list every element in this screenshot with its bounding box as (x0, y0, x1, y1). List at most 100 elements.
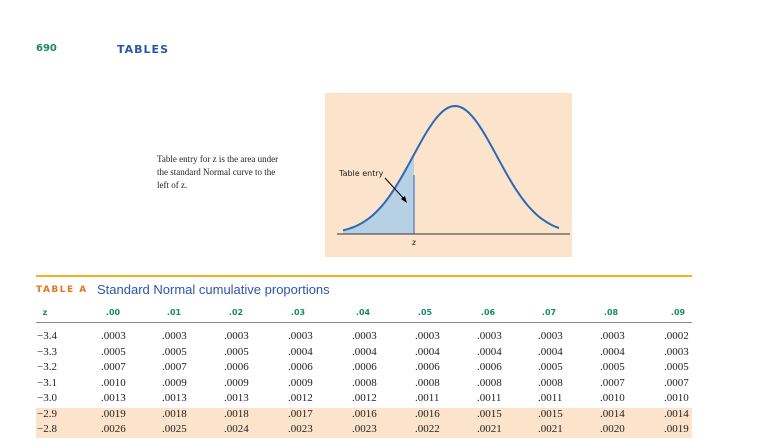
table-cell: .0013 (101, 392, 126, 404)
table-cell: .0005 (162, 345, 187, 358)
table-cell: .0019 (101, 407, 126, 420)
table-cell: .0004 (538, 345, 563, 358)
table-cell: .0014 (664, 407, 689, 420)
table-cell: .0013 (162, 392, 187, 404)
table-cell: .0003 (415, 330, 440, 342)
table-cell: .0010 (101, 376, 126, 389)
arrow (384, 177, 406, 201)
table-cell: .0003 (224, 330, 249, 342)
table-cell: .0003 (352, 330, 377, 342)
table-cell: .0015 (477, 407, 502, 420)
column-header: .02 (228, 308, 244, 317)
z-value: −2.8 (37, 423, 57, 435)
table-cell: .0014 (600, 407, 625, 420)
z-value: −3.0 (37, 392, 57, 404)
z-value: −3.2 (37, 361, 57, 373)
table-cell: .0010 (664, 392, 689, 404)
table-cell: .0021 (477, 423, 502, 435)
table-cell: .0008 (477, 376, 502, 389)
normal-figure: Table entry z (325, 93, 572, 257)
row-highlight (36, 423, 692, 438)
table-cell: .0008 (415, 376, 440, 389)
table-cell: .0009 (162, 376, 187, 389)
caption: left of z. (157, 180, 188, 190)
table-label: TABLE A (36, 285, 88, 295)
column-header: .03 (290, 308, 306, 317)
table-cell: .0006 (352, 361, 377, 373)
table-cell: .0004 (477, 345, 502, 358)
table-cell: .0003 (538, 330, 563, 342)
arrow-head (401, 196, 407, 203)
table-cell: .0011 (415, 392, 440, 404)
table-cell: .0004 (600, 345, 625, 358)
header-rule (36, 322, 692, 323)
table-cell: .0005 (600, 361, 625, 373)
column-header: .00 (105, 308, 121, 317)
z-label: z (411, 238, 417, 247)
table-cell: .0018 (224, 407, 249, 420)
table-cell: .0005 (224, 345, 249, 358)
table-cell: .0006 (224, 361, 249, 373)
table-cell: .0010 (600, 392, 625, 404)
table-cell: .0004 (415, 345, 440, 358)
table-cell: .0013 (224, 392, 249, 404)
table-cell: .0004 (352, 345, 377, 358)
table-cell: .0003 (477, 330, 502, 342)
table-cell: .0002 (664, 330, 689, 342)
table-cell: .0005 (664, 361, 689, 373)
table-cell: .0017 (288, 407, 313, 420)
z-value: −3.4 (37, 330, 57, 342)
table-cell: .0003 (101, 330, 126, 342)
page-number: 690 (36, 43, 57, 54)
table-cell: .0006 (477, 361, 502, 373)
table-cell: .0007 (101, 361, 126, 373)
table-cell: .0025 (162, 423, 187, 435)
column-header: .07 (541, 308, 557, 317)
z-value: −2.9 (37, 407, 57, 420)
table-cell: .0023 (352, 423, 377, 435)
table-cell: .0008 (352, 376, 377, 389)
table-cell: .0024 (224, 423, 249, 435)
table-cell: .0020 (600, 423, 625, 435)
table-cell: .0005 (101, 345, 126, 358)
shaded-area (343, 154, 414, 234)
rule (36, 275, 692, 277)
table-title: Standard Normal cumulative proportions (97, 282, 330, 297)
figure-label: Table entry (338, 169, 384, 178)
table-cell: .0004 (288, 345, 313, 358)
table-cell: .0015 (538, 407, 563, 420)
caption: Table entry for z is the area under (157, 154, 279, 164)
column-header: .05 (417, 308, 433, 317)
table-cell: .0016 (415, 407, 440, 420)
table-cell: .0011 (477, 392, 502, 404)
table-cell: .0003 (664, 345, 689, 358)
column-header: .01 (166, 308, 182, 317)
table-cell: .0006 (288, 361, 313, 373)
table-cell: .0021 (538, 423, 563, 435)
table-cell: .0007 (664, 376, 689, 389)
table-cell: .0022 (415, 423, 440, 435)
column-header: .06 (480, 308, 496, 317)
table-cell: .0023 (288, 423, 313, 435)
table-cell: .0009 (288, 376, 313, 389)
table-cell: .0009 (224, 376, 249, 389)
column-header: .08 (603, 308, 619, 317)
column-header: .09 (670, 308, 686, 317)
z-value: −3.3 (37, 345, 57, 358)
table-cell: .0005 (538, 361, 563, 373)
table-cell: .0018 (162, 407, 187, 420)
table-cell: .0008 (538, 376, 563, 389)
z-value: −3.1 (37, 376, 57, 389)
table-cell: .0011 (538, 392, 563, 404)
table-cell: .0003 (288, 330, 313, 342)
normal-curve (342, 104, 560, 232)
table-cell: .0007 (600, 376, 625, 389)
page-title: TABLES (117, 43, 169, 56)
table-cell: .0003 (162, 330, 187, 342)
column-header: .04 (355, 308, 371, 317)
table-cell: .0012 (288, 392, 313, 404)
row-highlight (36, 407, 692, 423)
table-cell: .0006 (415, 361, 440, 373)
table-cell: .0016 (352, 407, 377, 420)
